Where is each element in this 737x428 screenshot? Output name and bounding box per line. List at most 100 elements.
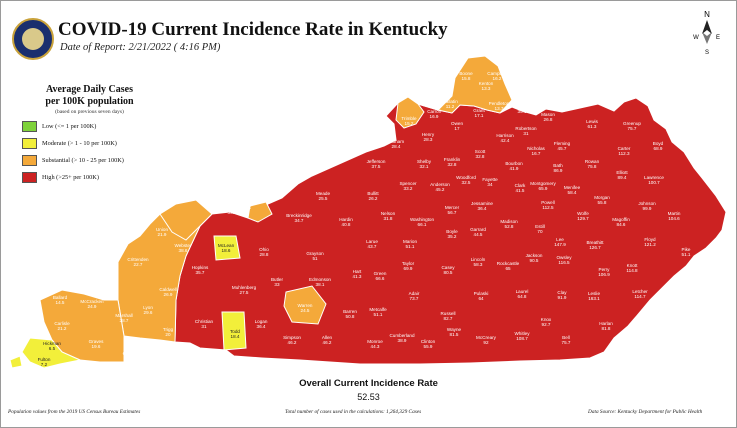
county-label: Scott 32.8 [475,149,485,159]
county-label: Crittenden 22.7 [127,257,148,267]
county-name: Graves [88,339,104,344]
region-fulton-bend [9,355,23,369]
county-name: Christian [194,319,214,324]
county-label: Elliott 89.4 [616,170,627,180]
county-label: Pulaski 64 [474,291,489,301]
county-name: Perry [598,267,610,272]
county-rate: 21.9 [157,232,167,237]
county-name: Nicholas [527,146,545,151]
county-name: Webster [174,243,192,248]
county-rate: 89.4 [617,175,627,180]
county-rate: 90.5 [529,258,539,263]
county-rate: 28.7 [119,318,129,323]
county-name: Metcalfe [369,307,387,312]
county-name: Grant [473,108,485,113]
county-name: Carroll [427,109,441,114]
county-name: Daviess [223,205,241,210]
county-rate: 46.2 [322,340,332,345]
county-label: Logan 36.4 [255,319,268,329]
county-rate: 65 [505,266,511,271]
county-name: Whitley [514,331,530,336]
county-rate: 50.8 [345,314,355,319]
county-name: Marion [402,239,418,244]
county-label: Marion 51.1 [403,239,417,249]
county-name: Wayne [446,327,462,332]
county-name: Washington [409,217,435,222]
county-rate: 112.5 [542,205,554,210]
county-rate: 86.9 [553,168,563,173]
county-rate: 27.5 [239,290,249,295]
county-label: Larue 43.7 [366,239,378,249]
map-title: COVID-19 Current Incidence Rate in Kentu… [58,19,448,40]
county-name: Adair [408,291,420,296]
county-rate: 41.5 [515,188,525,193]
county-label: Robertson 31 [515,126,536,136]
county-rate: 26.8 [543,117,553,122]
county-label: Casey 80.5 [441,265,454,275]
county-label: Carlisle 21.2 [54,321,69,331]
county-name: Hardin [339,217,353,222]
county-name: Barren [343,309,357,314]
county-name: Green [373,271,387,276]
county-label: Metcalfe 51.1 [369,307,386,317]
county-name: Bracken [513,104,531,109]
county-name: Shelby [416,159,432,164]
county-rate: 36.4 [256,324,266,329]
county-label: Livingston 40.6 [86,275,107,285]
county-rate: 15.2 [404,121,414,126]
county-label: McCreary 92 [476,335,496,345]
county-label: Clinton 55.9 [421,339,435,349]
county-rate: 14.5 [55,300,65,305]
county-name: Carter [617,146,631,151]
legend-note: (based on previous seven days) [55,109,124,115]
county-label: Mason 26.8 [541,112,555,122]
county-name: Simpson [283,335,301,340]
county-name: Muhlenberg [231,285,257,290]
county-label: Magoffin 84.6 [612,217,630,227]
county-label: Bath 86.9 [553,163,562,173]
county-rate: 52.8 [504,224,514,229]
county-label: Nicholas 16.7 [527,146,545,156]
county-name: Letcher [632,289,648,294]
county-name: Gallatin [442,99,458,104]
county-label: Hickman 6.5 [43,341,61,351]
county-rate: 114.8 [626,268,638,273]
county-label: Morgan 55.8 [594,195,610,205]
county-rate: 43.7 [367,244,377,249]
county-rate: 19.6 [91,344,101,349]
county-rate: 32.1 [419,164,429,169]
county-label: Gallatin 11.2 [442,99,458,109]
county-label: Woodford 32.5 [456,175,476,185]
county-rate: 104.6 [668,216,680,221]
county-name: Lawrence [644,175,664,180]
county-label: Graves 19.6 [89,339,104,349]
county-name: Mercer [444,205,460,210]
county-name: Estill [535,224,545,229]
county-label: Martin 104.6 [668,211,681,221]
county-name: Taylor [401,261,415,266]
county-label: Webster 38.6 [174,243,191,253]
legend-title-line1: Average Daily Cases [45,84,134,95]
county-rate: 99.9 [642,206,652,211]
county-name: Henry [421,132,435,137]
county-label: McCracken 24.9 [80,299,103,309]
county-label: Pendleton 13.7 [489,101,510,111]
county-name: Hopkins [191,265,209,270]
county-rate: 17.1 [474,113,484,118]
county-rate: 92.7 [541,322,551,327]
county-rate: 38.9 [397,338,407,343]
county-rate: 114.7 [634,294,646,299]
county-label: Pike 51.1 [682,247,691,257]
county-rate: 7.2 [40,362,48,367]
county-label: Boyle 35.2 [446,229,458,239]
county-name: Jackson [525,253,543,258]
county-rate: 126.7 [589,245,601,250]
county-name: Crittenden [127,257,149,262]
county-name: Fulton [37,357,51,362]
county-name: Meade [315,191,331,196]
county-label: McLean 18.6 [218,243,234,253]
legend: Average Daily Cases per 100K population … [22,84,157,183]
county-name: Lincoln [470,257,486,262]
county-label: Simpson 46.2 [283,335,301,345]
report-date: Date of Report: 2/21/2022 ( 4:16 PM) [60,42,221,53]
